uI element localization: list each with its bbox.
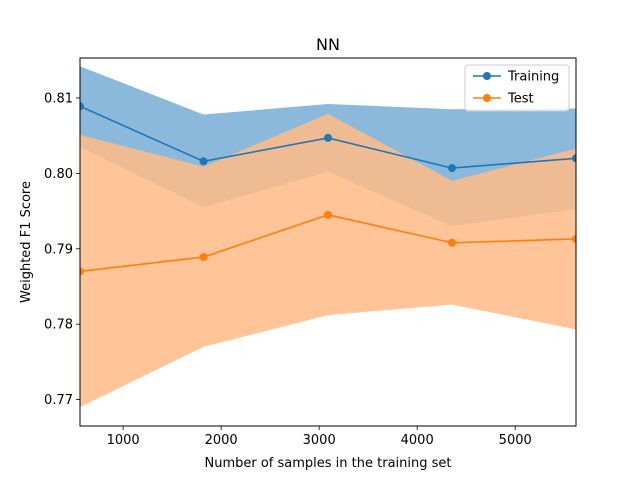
point-test-4 — [572, 234, 576, 243]
legend-marker-training — [483, 72, 491, 80]
point-training-0 — [80, 102, 84, 111]
point-test-1 — [199, 253, 208, 262]
legend-marker-test — [483, 94, 491, 102]
point-training-4 — [572, 154, 576, 163]
x-tick-label: 5000 — [499, 433, 532, 448]
y-tick-label: 0.79 — [44, 242, 73, 257]
legend: Training Test — [464, 64, 570, 112]
point-test-0 — [80, 267, 84, 276]
x-tick-label: 3000 — [303, 433, 336, 448]
y-tick-label: 0.77 — [44, 393, 73, 408]
x-axis-label: Number of samples in the training set — [205, 456, 452, 471]
point-training-1 — [199, 157, 208, 166]
y-axis: 0.77 0.78 0.79 0.80 0.81 — [44, 91, 80, 408]
point-test-2 — [324, 210, 332, 219]
legend-label-test: Test — [507, 92, 534, 107]
point-training-3 — [448, 164, 456, 173]
legend-label-training: Training — [507, 70, 559, 85]
chart-title: NN — [316, 35, 340, 54]
y-tick-label: 0.81 — [44, 91, 73, 106]
x-tick-label: 2000 — [205, 433, 238, 448]
y-tick-label: 0.78 — [44, 318, 73, 333]
point-training-2 — [324, 133, 332, 142]
band-test — [80, 113, 576, 408]
x-tick-label: 4000 — [401, 433, 434, 448]
point-test-3 — [448, 238, 456, 247]
y-tick-label: 0.80 — [44, 167, 73, 182]
x-tick-label: 1000 — [107, 433, 140, 448]
plot-area — [80, 66, 576, 408]
x-axis: 1000 2000 3000 4000 5000 — [107, 426, 532, 448]
y-axis-label: Weighted F1 Score — [19, 181, 34, 303]
axes-frame — [79, 57, 577, 427]
